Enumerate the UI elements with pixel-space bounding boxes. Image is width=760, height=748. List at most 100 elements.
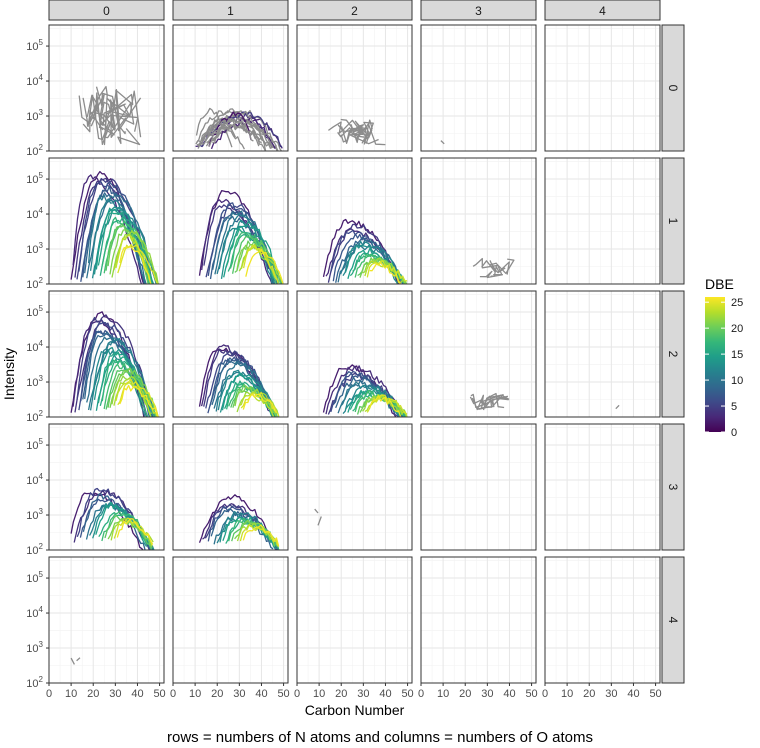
panel-background	[421, 291, 536, 417]
x-tick-label: 40	[379, 688, 391, 700]
series-line	[489, 258, 515, 275]
y-tick-exponent: 5	[39, 570, 44, 579]
x-tick-label: 20	[211, 688, 223, 700]
panel-background	[545, 291, 660, 417]
x-tick-label: 0	[46, 688, 52, 700]
panel	[172, 291, 288, 418]
y-tick-exponent: 3	[39, 507, 44, 516]
panel	[420, 158, 536, 285]
caption: rows = numbers of N atoms and columns = …	[167, 729, 593, 746]
series-line	[229, 231, 277, 284]
panel-background	[421, 557, 536, 683]
series-line	[195, 117, 254, 145]
panel-series-group	[195, 107, 283, 151]
panel-series-group	[70, 657, 81, 665]
panel	[544, 557, 660, 684]
row-strip	[661, 24, 685, 152]
series-line	[242, 245, 280, 284]
row-strip-label: 1	[666, 218, 680, 225]
series-line	[234, 385, 278, 417]
panel	[172, 557, 288, 684]
panel-series-group	[78, 85, 142, 146]
panel-series-group	[328, 118, 386, 146]
column-strip	[172, 0, 289, 21]
panel-background	[297, 424, 412, 550]
y-tick-exponent: 5	[39, 171, 44, 180]
series-line	[117, 243, 159, 284]
panel-border	[544, 24, 661, 152]
y-tick-exponent: 4	[39, 339, 44, 348]
series-line	[208, 117, 283, 151]
row-strip	[661, 157, 685, 285]
series-line	[119, 246, 152, 284]
panel-background	[421, 158, 536, 284]
x-tick-label: 30	[481, 688, 493, 700]
panel	[544, 424, 660, 551]
column-strip	[420, 0, 537, 21]
series-line	[440, 140, 445, 145]
x-tick-label: 40	[503, 688, 515, 700]
y-tick-base: 10	[26, 412, 38, 424]
panel-background	[545, 424, 660, 550]
series-line	[242, 393, 278, 414]
y-tick-label: 102	[26, 409, 43, 424]
series-line	[203, 204, 276, 284]
series-line	[98, 99, 127, 138]
panel-border	[172, 556, 289, 684]
series-line	[245, 248, 284, 284]
x-tick-label: 10	[313, 688, 325, 700]
y-tick-base: 10	[26, 545, 38, 557]
panel-border	[172, 24, 289, 152]
y-tick-label: 103	[26, 241, 43, 256]
series-line	[314, 508, 319, 514]
y-tick-exponent: 4	[39, 472, 44, 481]
panel-border	[296, 423, 413, 551]
x-tick-label: 50	[649, 688, 661, 700]
series-line	[337, 239, 405, 284]
panel	[544, 25, 660, 152]
x-tick-label: 20	[87, 688, 99, 700]
series-line	[340, 121, 374, 144]
x-tick-label: 40	[131, 688, 143, 700]
y-tick-exponent: 2	[39, 542, 44, 551]
x-tick-label: 0	[294, 688, 300, 700]
y-tick-exponent: 5	[39, 437, 44, 446]
panel	[420, 557, 536, 684]
panel-background	[173, 25, 288, 151]
x-tick-label: 0	[418, 688, 424, 700]
series-line	[70, 657, 75, 665]
panel-background	[297, 291, 412, 417]
panel-background	[545, 158, 660, 284]
series-line	[491, 261, 510, 275]
series-line	[482, 392, 505, 411]
y-tick-label: 105	[26, 38, 43, 53]
y-tick-base: 10	[26, 41, 38, 53]
y-tick-exponent: 4	[39, 206, 44, 215]
panel-series-group	[70, 487, 155, 550]
panel	[296, 291, 412, 418]
panel	[420, 424, 536, 551]
panel-border	[172, 423, 289, 551]
panel-background	[173, 291, 288, 417]
panel-series-group	[615, 404, 620, 410]
y-axis-title: Intensity	[1, 348, 17, 400]
panel-border	[296, 290, 413, 418]
row-strip-label: 4	[666, 617, 680, 624]
legend-tick-label: 5	[731, 401, 737, 413]
panel-series-group	[70, 170, 160, 284]
series-line	[76, 657, 81, 662]
panel	[48, 424, 164, 551]
y-tick-base: 10	[26, 573, 38, 585]
column-strip-label: 1	[227, 4, 234, 18]
y-tick-exponent: 2	[39, 675, 44, 684]
series-line	[239, 523, 279, 547]
series-line	[342, 240, 406, 284]
y-tick-label: 105	[26, 304, 43, 319]
series-line	[204, 126, 245, 150]
x-tick-label: 10	[189, 688, 201, 700]
panel	[48, 557, 164, 684]
panel-border	[544, 556, 661, 684]
y-tick-label: 104	[26, 73, 43, 88]
series-line	[97, 211, 154, 284]
